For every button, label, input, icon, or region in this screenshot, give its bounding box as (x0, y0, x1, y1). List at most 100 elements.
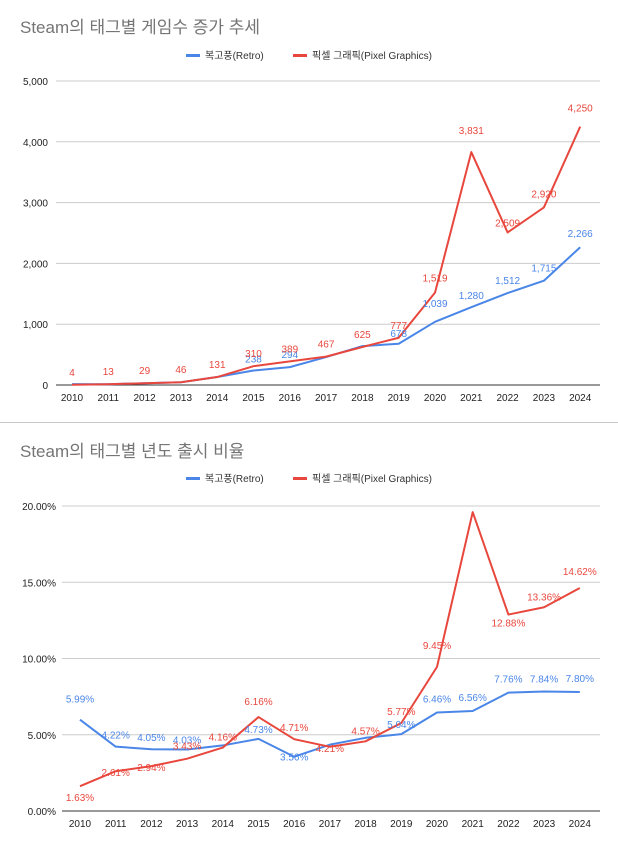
x-tick-label: 2013 (170, 393, 193, 404)
x-tick-label: 2019 (388, 393, 411, 404)
x-tick-label: 2017 (315, 393, 338, 404)
legend-swatch (186, 54, 200, 57)
chart-panel-game-count: Steam의 태그별 게임수 증가 추세 복고풍(Retro) 픽셀 그래픽(Pix… (0, 0, 618, 421)
y-tick-label: 2,000 (23, 259, 48, 270)
x-tick-label: 2016 (279, 393, 302, 404)
data-label: 5.77% (387, 707, 415, 718)
data-label: 2.61% (102, 768, 130, 779)
data-label: 4.21% (316, 744, 344, 755)
data-label: 46 (175, 365, 187, 376)
y-tick-label: 1,000 (23, 320, 48, 331)
data-label: 14.62% (563, 567, 597, 578)
data-label: 294 (281, 350, 298, 361)
data-label: 13.36% (527, 592, 561, 603)
x-tick-label: 2023 (533, 819, 556, 830)
x-tick-label: 2021 (460, 393, 483, 404)
data-label: 2.94% (137, 763, 165, 774)
legend-swatch (293, 54, 307, 57)
data-label: 4.73% (244, 725, 272, 736)
data-label: 29 (139, 366, 151, 377)
data-label: 12.88% (491, 619, 525, 630)
y-tick-label: 5,000 (23, 77, 48, 88)
data-label: 5.99% (66, 695, 94, 706)
x-tick-label: 2017 (319, 819, 342, 830)
x-tick-label: 2021 (462, 819, 485, 830)
data-label: 1,715 (531, 264, 556, 275)
x-tick-label: 2010 (61, 393, 84, 404)
x-tick-label: 2012 (133, 393, 156, 404)
data-label: 3,831 (459, 126, 484, 137)
x-tick-label: 2022 (497, 819, 520, 830)
y-tick-label: 4,000 (23, 138, 48, 149)
chart-title: Steam의 태그별 년도 출시 비율 (20, 442, 244, 461)
x-tick-label: 2014 (212, 819, 235, 830)
legend-label: 복고풍(Retro) (205, 50, 264, 62)
data-label: 1,039 (422, 299, 447, 310)
y-tick-label: 20.00% (22, 502, 56, 513)
data-label: 238 (245, 355, 262, 366)
data-label: 4.71% (280, 723, 308, 734)
data-label: 7.84% (530, 674, 558, 685)
data-label: 1,512 (495, 276, 520, 287)
data-label: 4.03% (173, 736, 201, 747)
data-label: 777 (390, 321, 407, 332)
data-label: 7.80% (566, 674, 594, 685)
y-tick-label: 10.00% (22, 655, 56, 666)
x-tick-label: 2011 (105, 819, 127, 830)
data-label: 1,280 (459, 291, 484, 302)
data-label: 2,920 (531, 189, 556, 200)
legend-label: 픽셀 그래픽(Pixel Graphics) (312, 473, 432, 485)
legend-swatch (293, 477, 307, 480)
data-label: 1,519 (422, 274, 447, 285)
data-label: 6.56% (459, 693, 487, 704)
data-label: 310 (245, 349, 262, 360)
x-tick-label: 2014 (206, 393, 229, 404)
x-tick-label: 2015 (242, 393, 265, 404)
data-label: 625 (354, 330, 371, 341)
data-label: 3.56% (280, 753, 308, 764)
data-label: 4 (69, 368, 75, 379)
data-label: 6.16% (244, 697, 272, 708)
x-tick-label: 2013 (176, 819, 199, 830)
x-tick-label: 2020 (424, 393, 447, 404)
data-label: 4,250 (568, 104, 593, 115)
x-tick-label: 2015 (247, 819, 270, 830)
x-tick-label: 2023 (533, 393, 556, 404)
x-tick-label: 2016 (283, 819, 306, 830)
data-label: 4.05% (137, 733, 165, 744)
y-tick-label: 5.00% (28, 731, 56, 742)
x-tick-label: 2020 (426, 819, 449, 830)
x-tick-label: 2011 (98, 393, 120, 404)
legend-swatch (186, 477, 200, 480)
data-label: 13 (103, 367, 115, 378)
data-label: 4.16% (209, 733, 237, 744)
chart-title: Steam의 태그별 게임수 증가 추세 (20, 18, 260, 37)
data-label: 7.76% (494, 675, 522, 686)
data-label: 4.22% (102, 731, 130, 742)
series-line (71, 126, 582, 386)
x-tick-label: 2024 (569, 393, 592, 404)
data-label: 678 (390, 329, 407, 340)
series-line (79, 690, 580, 758)
x-tick-label: 2018 (351, 393, 374, 404)
data-label: 5.04% (387, 720, 415, 731)
data-label: 2,266 (568, 229, 593, 240)
x-tick-label: 2022 (496, 393, 519, 404)
data-label: 4.57% (351, 726, 379, 737)
y-tick-label: 0 (42, 381, 48, 392)
x-tick-label: 2019 (390, 819, 413, 830)
data-label: 3.43% (173, 742, 201, 753)
x-tick-label: 2012 (140, 819, 163, 830)
x-tick-label: 2018 (354, 819, 377, 830)
legend-label: 복고풍(Retro) (205, 473, 264, 485)
data-label: 2,509 (495, 218, 520, 229)
data-label: 9.45% (423, 641, 451, 652)
panel-divider (0, 422, 618, 423)
data-label: 389 (281, 344, 298, 355)
series-line (79, 511, 581, 788)
x-tick-label: 2024 (569, 819, 592, 830)
data-label: 6.46% (423, 694, 451, 705)
y-tick-label: 15.00% (22, 578, 56, 589)
